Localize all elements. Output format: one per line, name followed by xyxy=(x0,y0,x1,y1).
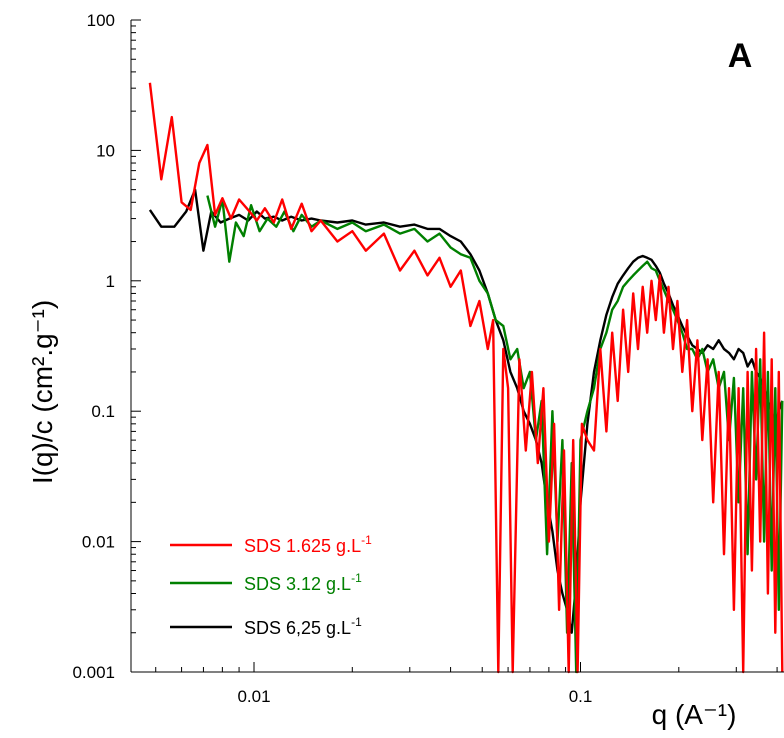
y-tick-label: 0.01 xyxy=(82,533,115,552)
series-line-1 xyxy=(148,82,784,674)
panel-label: A xyxy=(728,37,753,75)
legend: SDS 1.625 g.L-1 SDS 3.12 g.L-1 SDS 6,25 g.… xyxy=(170,533,372,638)
y-tick-label: 0.001 xyxy=(72,663,115,682)
x-tick-label: 0.01 xyxy=(237,687,270,706)
legend-label-3: SDS 6,25 g.L-1 xyxy=(244,615,362,638)
y-tick-label: 0.1 xyxy=(91,402,115,421)
y-tick-label: 10 xyxy=(96,141,115,160)
y-tick-label: 100 xyxy=(87,11,115,30)
y-axis-title: I(q)/c (cm².g⁻¹) xyxy=(27,300,58,484)
series-line-2 xyxy=(206,195,784,674)
y-tick-label: 1 xyxy=(106,272,115,291)
axes-layer: 100 10 1 0.1 0.01 0.001 0.01 0.1 xyxy=(72,11,784,706)
series-layer xyxy=(148,82,784,674)
legend-label-2: SDS 3.12 g.L-1 xyxy=(244,571,362,594)
legend-label-1: SDS 1.625 g.L-1 xyxy=(244,533,372,556)
x-tick-label: 0.1 xyxy=(569,687,593,706)
x-axis-title: q (A⁻¹) xyxy=(652,699,737,730)
